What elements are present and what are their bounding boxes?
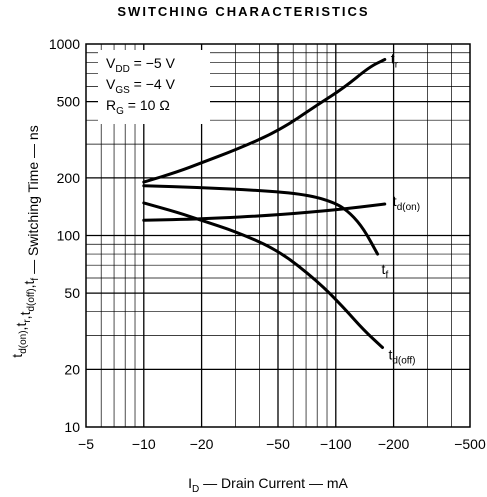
y-tick-label: 1000 bbox=[49, 36, 80, 52]
y-tick-label: 100 bbox=[57, 228, 81, 244]
grid-lines bbox=[86, 44, 470, 427]
x-tick-label: −500 bbox=[454, 436, 486, 452]
x-tick-label: −200 bbox=[378, 436, 410, 452]
y-tick-label: 10 bbox=[64, 419, 80, 435]
x-tick-label: −5 bbox=[78, 436, 94, 452]
plot-frame bbox=[85, 43, 471, 428]
series-label-t_f: tf bbox=[382, 261, 389, 281]
condition-line: RG = 10 Ω bbox=[106, 97, 170, 117]
conditions-background bbox=[98, 50, 210, 124]
x-tick-label: −20 bbox=[190, 436, 214, 452]
y-tick-label: 200 bbox=[57, 170, 81, 186]
series-line-t_r bbox=[142, 58, 387, 184]
series-label-t_d(off): td(off) bbox=[388, 347, 415, 367]
series-line-t_f bbox=[142, 184, 380, 256]
curve-labels: tr td(on) tf td(off) bbox=[382, 50, 421, 366]
y-tick-label: 50 bbox=[64, 285, 80, 301]
series-label-t_d(on): td(on) bbox=[393, 193, 420, 213]
x-axis-label: ID — Drain Current — mA bbox=[188, 475, 348, 495]
series-line-t_d(off) bbox=[142, 201, 384, 349]
series-line-t_d(on) bbox=[142, 202, 387, 222]
x-tick-label: −10 bbox=[132, 436, 156, 452]
tick-labels: −5 −10 −20 −50 −100 −200 −500 1000 500 200 100 50 20… bbox=[49, 36, 486, 452]
y-axis-label: td(on),tr,td(off),tf — Switching Time — … bbox=[9, 125, 41, 357]
x-tick-label: −100 bbox=[320, 436, 352, 452]
curves bbox=[142, 58, 387, 349]
x-tick-label: −50 bbox=[266, 436, 290, 452]
y-tick-label: 500 bbox=[57, 94, 81, 110]
chart-title: SWITCHING CHARACTERISTICS bbox=[117, 4, 370, 19]
y-tick-label: 20 bbox=[64, 361, 80, 377]
condition-line: VGS = −4 V bbox=[106, 76, 176, 96]
condition-line: VDD = −5 V bbox=[106, 55, 176, 75]
series-label-t_r: tr bbox=[391, 50, 399, 70]
axis-labels: ID — Drain Current — mA td(on),tr,td(off)… bbox=[9, 125, 349, 495]
